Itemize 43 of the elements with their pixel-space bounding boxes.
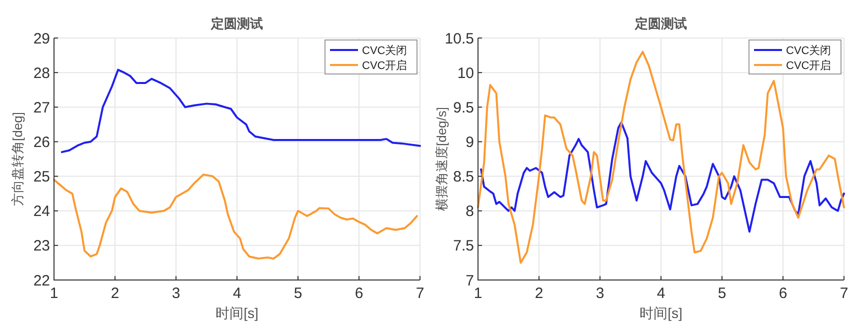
x-tick-label: 6: [354, 285, 364, 302]
y-tick-label: 10: [457, 64, 474, 82]
chart-title: 定圆测试: [210, 16, 263, 31]
y-tick-label: 7.5: [453, 238, 474, 255]
x-tick-label: 2: [110, 285, 120, 302]
line-series: [60, 68, 421, 154]
chart-title: 定圆测试: [634, 16, 687, 31]
x-tick-label: 3: [172, 285, 180, 302]
y-tick-label: 7: [466, 272, 474, 290]
y-axis-title: 横摆角速度[deg/s]: [434, 106, 449, 212]
y-tick-label: 23: [33, 238, 50, 255]
x-tick-label: 1: [50, 285, 58, 302]
legend-label: CVC关闭: [362, 44, 408, 57]
y-tick-label: 9.5: [453, 99, 474, 116]
x-tick-label: 6: [778, 285, 788, 302]
x-tick-label: 5: [294, 285, 302, 302]
y-tick-label: 29: [33, 30, 50, 48]
y-tick-label: 10.5: [444, 30, 474, 48]
x-tick-label: 5: [718, 285, 726, 302]
y-tick-label: 8.5: [453, 168, 474, 186]
legend-label: CVC开启: [362, 58, 408, 72]
x-axis-title: 时间[s]: [216, 305, 258, 321]
x-tick-label: 1: [474, 285, 482, 302]
x-tick-label: 2: [534, 285, 544, 302]
legend-label: CVC开启: [786, 58, 832, 72]
y-tick-label: 27: [33, 99, 50, 116]
x-tick-label: 7: [416, 285, 424, 302]
line-series: [480, 121, 845, 233]
y-tick-label: 28: [33, 64, 50, 82]
y-tick-label: 25: [33, 168, 50, 186]
y-tick-label: 9: [466, 134, 474, 151]
y-tick-label: 26: [33, 134, 50, 151]
legend-label: CVC关闭: [786, 44, 832, 57]
x-tick-label: 7: [840, 285, 848, 302]
x-axis-title: 时间[s]: [640, 305, 682, 321]
y-tick-label: 24: [33, 203, 50, 220]
y-axis-title: 方向盘转角[deg]: [10, 112, 25, 206]
x-tick-label: 4: [656, 285, 666, 302]
y-tick-label: 22: [33, 272, 50, 290]
line-series: [53, 174, 418, 260]
y-tick-label: 8: [466, 203, 474, 220]
x-tick-label: 3: [596, 285, 604, 302]
x-tick-label: 4: [232, 285, 242, 302]
